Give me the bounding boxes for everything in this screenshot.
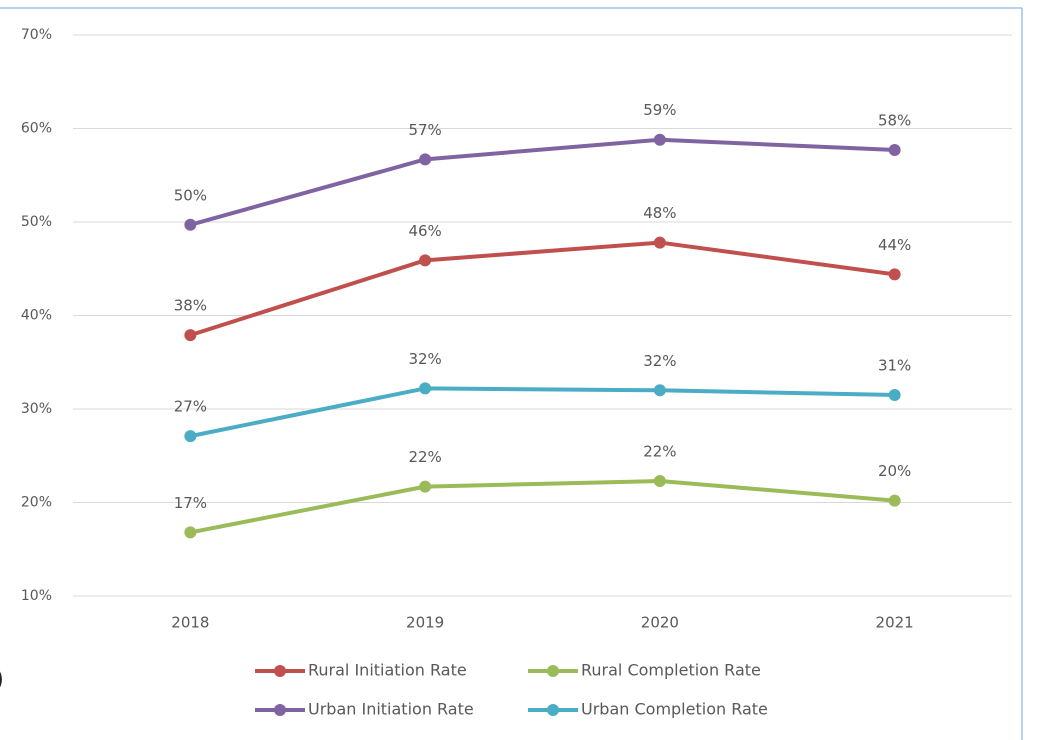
y-tick-label: 20%: [21, 495, 52, 511]
y-tick-label: 30%: [21, 401, 52, 417]
stray-text: ): [0, 665, 4, 695]
series-line: [189, 137, 895, 227]
data-label: 46%: [408, 222, 441, 240]
data-label: 20%: [878, 462, 911, 480]
data-point: [653, 236, 666, 249]
data-label: 57%: [408, 121, 441, 139]
data-point: [653, 384, 666, 397]
y-tick-label: 10%: [21, 588, 52, 604]
legend-marker: [274, 665, 286, 677]
data-label: 31%: [878, 356, 911, 374]
data-point: [419, 480, 432, 493]
data-point: [888, 144, 901, 157]
legend-marker: [547, 665, 559, 677]
x-tick-label: 2018: [171, 614, 209, 632]
data-label: 17%: [174, 494, 207, 512]
data-label: 50%: [174, 186, 207, 204]
data-point: [888, 494, 901, 507]
data-label: 44%: [878, 236, 911, 254]
data-point: [184, 329, 197, 342]
y-tick-label: 70%: [21, 27, 52, 43]
legend-marker: [274, 704, 286, 716]
x-tick-label: 2020: [641, 614, 679, 632]
data-point: [184, 430, 197, 443]
data-label: 59%: [643, 101, 676, 119]
data-label: 22%: [643, 442, 676, 460]
data-label: 58%: [878, 112, 911, 130]
series-line: [189, 240, 895, 338]
data-point: [888, 388, 901, 401]
data-label: 32%: [408, 350, 441, 368]
series-line: [189, 386, 895, 439]
data-point: [653, 474, 666, 487]
data-point: [419, 254, 432, 267]
legend-label: Rural Initiation Rate: [308, 661, 467, 680]
x-tick-label: 2019: [406, 614, 444, 632]
data-point: [419, 382, 432, 395]
data-label: 22%: [408, 448, 441, 466]
data-point: [184, 218, 197, 231]
data-label: 48%: [643, 204, 676, 222]
legend-label: Rural Completion Rate: [581, 661, 761, 680]
legend-label: Urban Completion Rate: [581, 700, 768, 719]
data-label: 27%: [174, 398, 207, 416]
y-tick-label: 40%: [21, 308, 52, 324]
x-tick-label: 2021: [876, 614, 914, 632]
y-tick-label: 50%: [21, 214, 52, 230]
data-label: 32%: [643, 352, 676, 370]
data-point: [184, 526, 197, 539]
data-point: [653, 133, 666, 146]
legend-label: Urban Initiation Rate: [308, 700, 474, 719]
series-line: [189, 478, 895, 535]
data-point: [888, 268, 901, 281]
data-label: 38%: [174, 297, 207, 315]
y-tick-label: 60%: [21, 121, 52, 137]
legend-marker: [547, 704, 559, 716]
data-point: [419, 153, 432, 166]
